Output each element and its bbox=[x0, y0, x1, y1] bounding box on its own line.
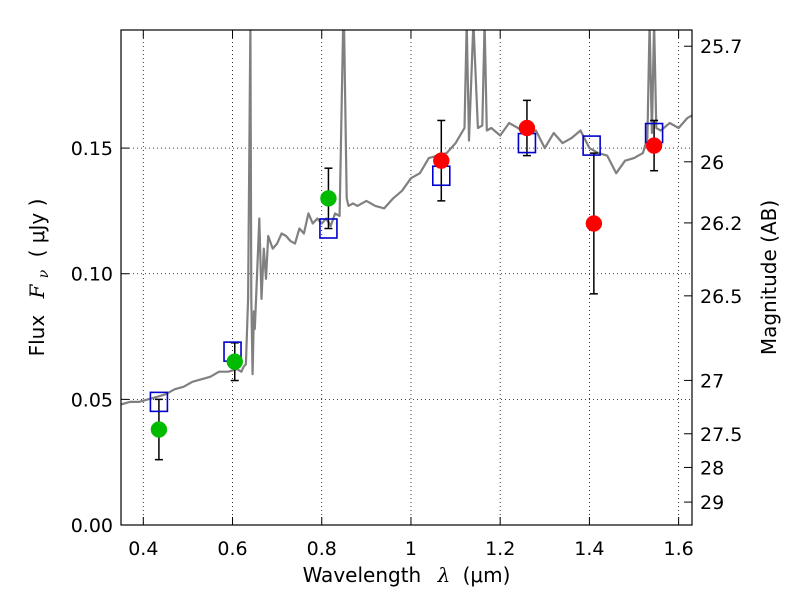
model-photometry-square bbox=[582, 135, 601, 156]
data-markers bbox=[149, 119, 664, 438]
x-axis-label: Wavelength λ (μm) bbox=[303, 563, 511, 587]
tick-marks bbox=[121, 30, 692, 526]
x-tick-label: 1.2 bbox=[485, 538, 515, 560]
y-tick-label: 0.15 bbox=[71, 138, 113, 160]
x-tick-label: 1.6 bbox=[664, 538, 694, 560]
y2-tick-label: 27 bbox=[700, 370, 724, 392]
x-axis-label-symbol: λ bbox=[437, 563, 451, 587]
observed-data-point bbox=[150, 421, 168, 438]
y-axis-label-symbol: F bbox=[25, 283, 49, 299]
observed-data-point bbox=[645, 137, 663, 154]
x-tick-label: 1 bbox=[405, 538, 417, 560]
observed-data-point bbox=[433, 152, 450, 169]
observed-data-point bbox=[226, 353, 244, 370]
y2-axis-label: Magnitude (AB) bbox=[757, 200, 781, 355]
spectrum-line bbox=[121, 30, 692, 406]
x-tick-label: 1.4 bbox=[574, 538, 604, 560]
observed-data-point bbox=[518, 119, 536, 137]
tick-labels: 0.4 0.6 0.8 1 1.2 1.4 1.6 0.00 0.05 0.10 0.15 25.7 2… bbox=[71, 36, 743, 560]
x-axis-label-text: Wavelength bbox=[303, 563, 422, 587]
y-tick-label: 0.05 bbox=[71, 389, 113, 411]
observed-data-point bbox=[320, 190, 337, 207]
grid-lines bbox=[121, 30, 692, 525]
y-tick-label: 0.00 bbox=[71, 515, 113, 537]
y2-tick-label: 27.5 bbox=[700, 424, 742, 446]
y-axis-label-unit: ( μJy ) bbox=[25, 199, 49, 258]
spectrum-line-layer bbox=[121, 30, 692, 406]
y-tick-label: 0.10 bbox=[71, 264, 113, 286]
y2-tick-label: 25.7 bbox=[700, 36, 742, 58]
y-axis-label: Flux F ν ( μJy ) bbox=[25, 199, 53, 357]
y2-tick-label: 29 bbox=[700, 492, 724, 514]
observed-data-point bbox=[585, 215, 603, 232]
y2-tick-label: 26.2 bbox=[700, 213, 742, 235]
y2-tick-label: 26 bbox=[700, 152, 724, 174]
x-tick-label: 0.4 bbox=[128, 538, 158, 560]
plot-frame bbox=[120, 29, 693, 526]
y2-tick-label: 26.5 bbox=[700, 286, 742, 308]
error-bars bbox=[154, 99, 659, 461]
y-axis-label-text: Flux bbox=[25, 315, 49, 357]
y-axis-label-subscript: ν bbox=[36, 269, 52, 278]
model-photometry-square bbox=[149, 391, 169, 413]
x-tick-label: 0.6 bbox=[217, 538, 247, 560]
model-photometry-square bbox=[319, 218, 338, 239]
x-tick-label: 0.8 bbox=[307, 538, 337, 560]
x-axis-label-unit: (μm) bbox=[463, 563, 511, 587]
y2-tick-label: 28 bbox=[700, 457, 724, 479]
